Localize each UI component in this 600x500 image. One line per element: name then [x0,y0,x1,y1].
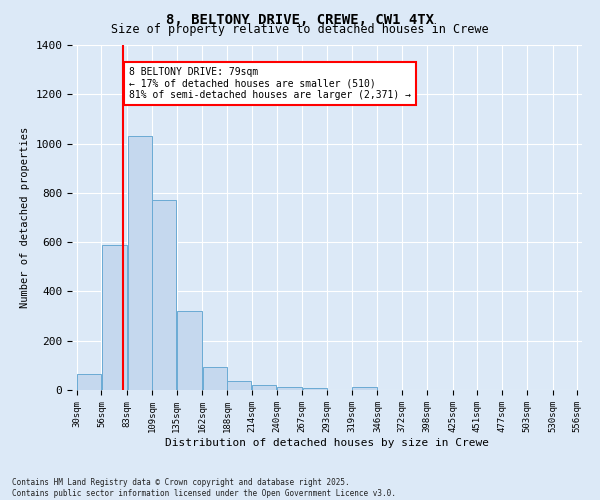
Bar [277,387,302,390]
Bar [227,380,251,390]
Bar [102,244,127,390]
Bar [77,374,101,390]
Bar [152,200,176,390]
Bar [352,387,377,390]
Bar [128,136,152,390]
Y-axis label: Number of detached properties: Number of detached properties [20,127,30,308]
Bar [177,311,202,390]
Bar [203,366,227,390]
Text: 8 BELTONY DRIVE: 79sqm
← 17% of detached houses are smaller (510)
81% of semi-de: 8 BELTONY DRIVE: 79sqm ← 17% of detached… [129,67,411,100]
X-axis label: Distribution of detached houses by size in Crewe: Distribution of detached houses by size … [165,438,489,448]
Text: Contains HM Land Registry data © Crown copyright and database right 2025.
Contai: Contains HM Land Registry data © Crown c… [12,478,396,498]
Bar [252,384,276,390]
Bar [302,388,326,390]
Text: Size of property relative to detached houses in Crewe: Size of property relative to detached ho… [111,22,489,36]
Text: 8, BELTONY DRIVE, CREWE, CW1 4TX: 8, BELTONY DRIVE, CREWE, CW1 4TX [166,12,434,26]
